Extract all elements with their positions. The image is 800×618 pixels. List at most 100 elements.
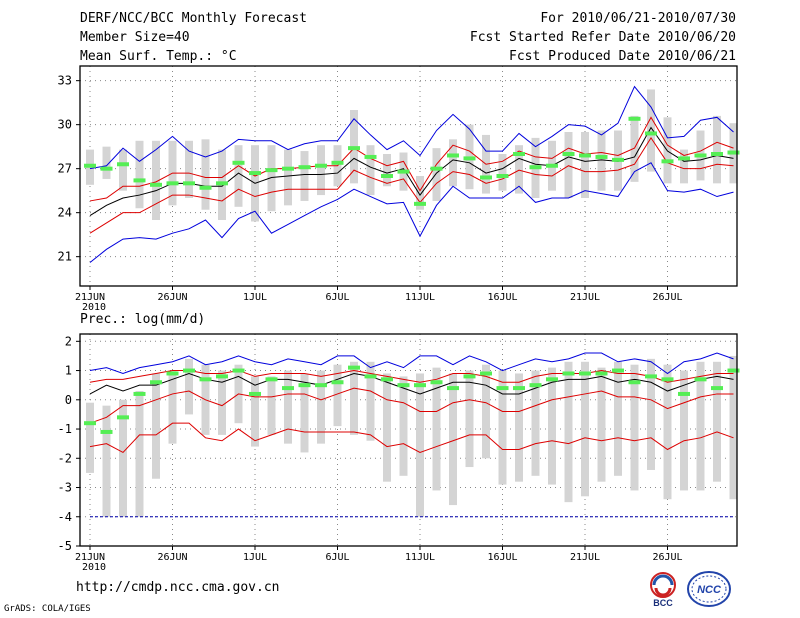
observation-marker — [364, 374, 377, 379]
observation-marker — [331, 160, 344, 165]
observation-marker — [711, 152, 723, 156]
ensemble-box — [416, 176, 424, 210]
ensemble-box — [729, 355, 738, 500]
observation-marker — [282, 166, 294, 171]
ensemble-box — [449, 139, 457, 187]
observation-marker — [232, 160, 245, 165]
observation-marker — [645, 131, 657, 136]
observation-marker — [315, 383, 327, 388]
observation-marker — [529, 165, 542, 170]
ensemble-box — [185, 140, 193, 198]
observation-marker — [216, 374, 228, 379]
ensemble-box — [531, 370, 540, 476]
observation-marker — [117, 162, 129, 167]
observation-marker — [579, 153, 591, 158]
observation-marker — [298, 383, 311, 388]
ensemble-box — [564, 132, 573, 198]
ensemble-box — [647, 89, 655, 172]
observation-marker — [183, 181, 195, 186]
ensemble-box — [432, 148, 441, 201]
observation-marker — [364, 154, 377, 159]
footer-credit: GrADS: COLA/IGES — [4, 604, 91, 614]
observation-marker — [496, 386, 509, 391]
observation-marker — [265, 377, 278, 382]
observation-marker — [628, 116, 641, 121]
observation-marker — [694, 377, 707, 382]
observation-marker — [447, 386, 459, 391]
observation-marker — [595, 154, 608, 159]
observation-marker — [100, 166, 113, 171]
ncc-logo-text: NCC — [697, 584, 722, 596]
y-tick-label: 33 — [58, 74, 72, 88]
ensemble-box — [267, 376, 276, 435]
y-tick-label: 24 — [58, 206, 72, 220]
ensemble-box — [465, 370, 474, 468]
ensemble-box — [168, 370, 177, 444]
observation-marker — [513, 152, 525, 156]
ensemble-box — [647, 358, 655, 470]
observation-marker — [579, 371, 591, 376]
ensemble-box — [383, 373, 391, 482]
ensemble-box — [581, 361, 589, 497]
ensemble-box — [597, 367, 606, 482]
ensemble-box — [86, 402, 94, 473]
series-mean-line — [89, 372, 734, 395]
series-q_low-line — [89, 136, 734, 234]
ensemble-box — [630, 364, 639, 491]
ensemble-box — [548, 367, 556, 485]
series-q_low-line — [89, 422, 734, 454]
observation-marker — [133, 391, 146, 396]
observation-marker — [430, 166, 443, 171]
x-tick-label: 6JUL — [325, 552, 349, 563]
observation-marker — [166, 181, 179, 186]
y-tick-label: -5 — [58, 539, 72, 553]
series-q_high-line — [89, 116, 734, 202]
ensemble-box — [663, 364, 672, 500]
ensemble-box — [416, 373, 424, 517]
ensemble-box — [119, 149, 127, 191]
observation-marker — [480, 175, 492, 180]
observation-marker — [727, 150, 740, 155]
ncc-logo: NCC — [687, 571, 731, 607]
observation-marker — [612, 157, 624, 162]
x-tick-label: 1JUL — [243, 292, 267, 303]
x-tick-label: 21JUN — [75, 552, 105, 563]
y-tick-label: -3 — [58, 481, 72, 495]
observation-marker — [216, 181, 228, 186]
x-tick-label: 26JUL — [652, 292, 682, 303]
ensemble-box — [284, 370, 292, 444]
x-tick-label: 21JUL — [570, 552, 600, 563]
ensemble-box — [317, 370, 325, 444]
observation-marker — [463, 374, 476, 379]
observation-marker — [562, 152, 575, 156]
observation-marker — [150, 380, 162, 385]
observation-marker — [249, 171, 261, 176]
observation-marker — [249, 391, 261, 396]
footer-url[interactable]: http://cmdp.ncc.cma.gov.cn — [76, 580, 280, 595]
header-period: For 2010/06/21-2010/07/30 — [540, 11, 736, 26]
observation-marker — [232, 368, 245, 373]
x-tick-label: 26JUN — [157, 552, 187, 563]
x-tick-label: 1JUL — [243, 552, 267, 563]
ensemble-box — [300, 373, 309, 453]
ensemble-box — [366, 145, 375, 196]
series-max-line — [89, 352, 734, 375]
observation-marker — [414, 201, 426, 206]
x-tick-label: 6JUL — [325, 292, 349, 303]
series-q_mid-line — [89, 387, 734, 424]
ensemble-box — [399, 376, 408, 476]
x-tick-label: 16JUL — [487, 552, 517, 563]
panel-frame — [79, 333, 738, 547]
ensemble-box — [680, 370, 688, 491]
observation-marker — [678, 391, 690, 396]
ensemble-box — [366, 361, 375, 441]
x-tick-sublabel: 2010 — [82, 562, 106, 573]
ensemble-box — [333, 364, 342, 427]
observation-marker — [84, 421, 96, 426]
observation-marker — [315, 163, 327, 168]
observation-marker — [430, 380, 443, 385]
ensemble-box — [317, 145, 325, 196]
observation-marker — [678, 156, 690, 161]
